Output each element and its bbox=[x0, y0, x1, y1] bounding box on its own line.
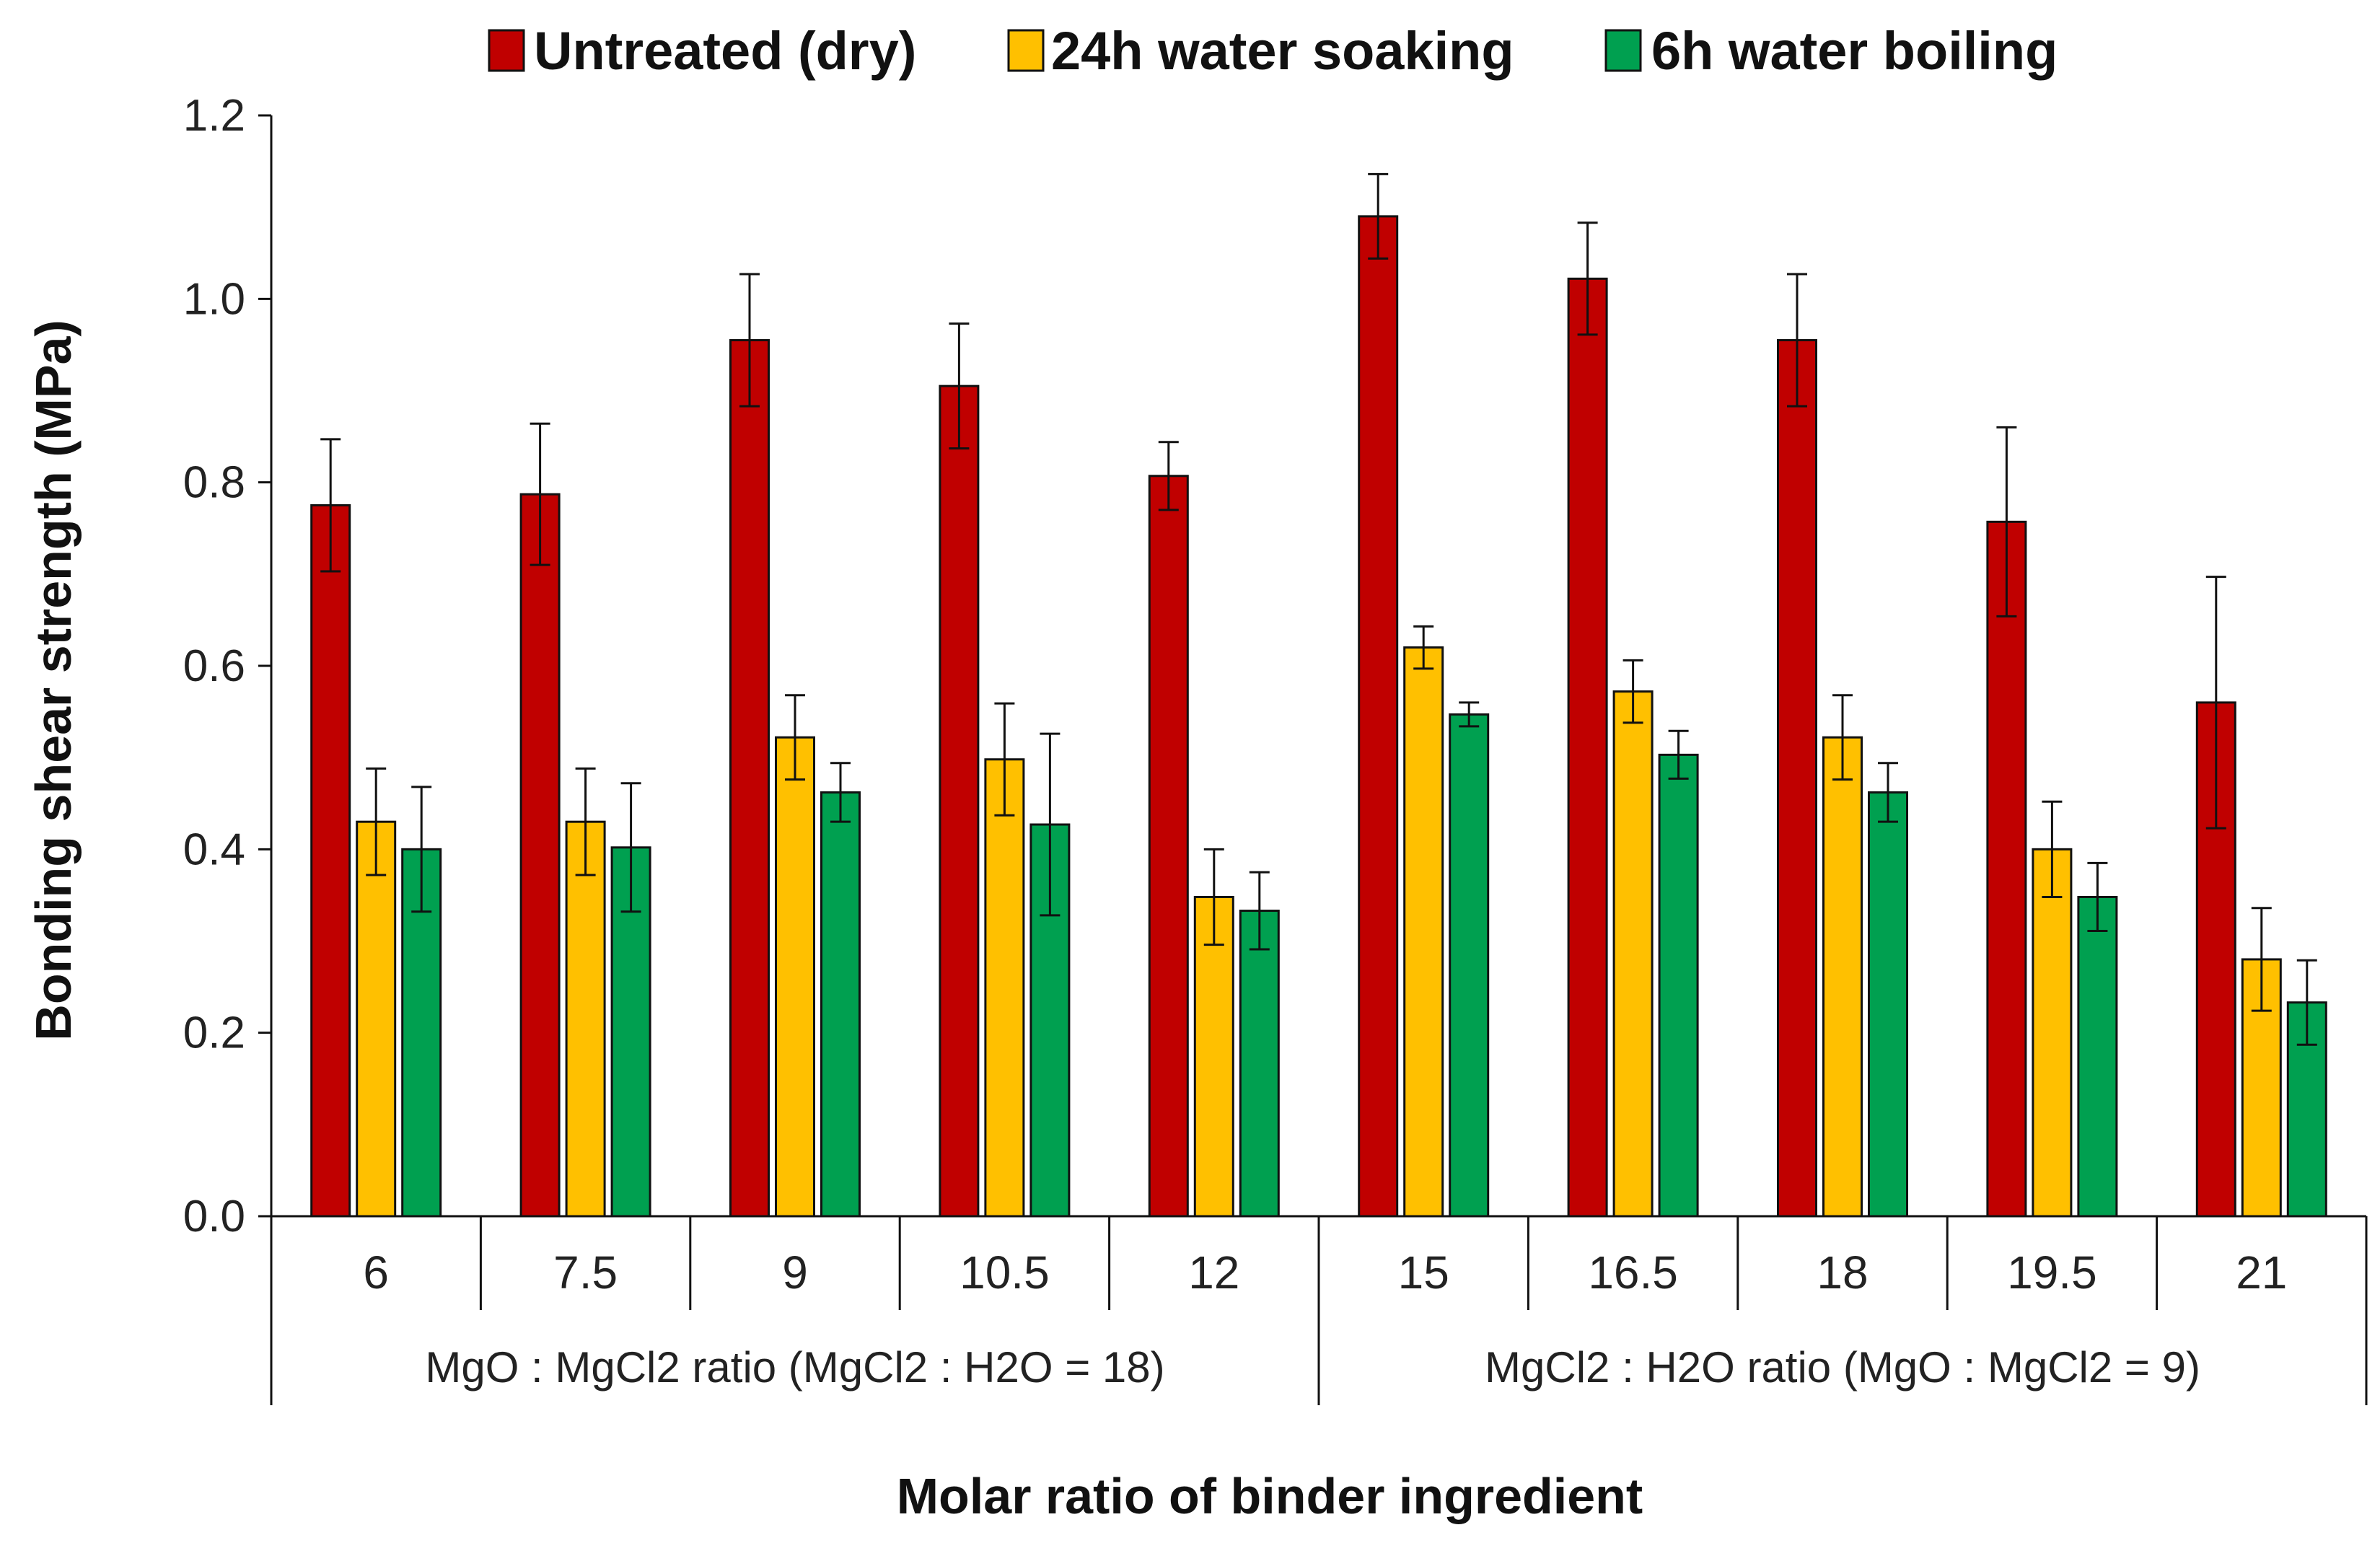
x-axis-labels: 6 7.5 9 10.5 12 15 16.5 18 19.5 21 MgO : MgCl2 rat… bbox=[270, 1216, 2368, 1405]
bar-untreated-dry-9 bbox=[729, 339, 770, 1218]
bar-6h-water-boiling-15 bbox=[1449, 713, 1490, 1218]
error-bar-6h-water-boiling-21 bbox=[2296, 959, 2317, 1046]
y-tick-label: 0.0 bbox=[183, 1192, 245, 1241]
error-bar-untreated-dry-12 bbox=[1158, 441, 1179, 511]
error-bar-untreated-dry-15 bbox=[1368, 172, 1389, 260]
legend-label-boiling: 6h water boiling bbox=[1651, 21, 2058, 81]
error-bar-untreated-dry-16-5 bbox=[1577, 221, 1598, 336]
error-bar-untreated-dry-6 bbox=[320, 438, 341, 573]
error-bar-6h-water-boiling-16-5 bbox=[1668, 729, 1689, 780]
bar-untreated-dry-7-5 bbox=[519, 493, 561, 1218]
x-tick-label-12: 12 bbox=[1188, 1247, 1239, 1298]
error-bar-6h-water-boiling-18 bbox=[1878, 762, 1898, 823]
x-tick-label-6: 6 bbox=[363, 1247, 389, 1298]
bar-untreated-dry-16-5 bbox=[1567, 277, 1608, 1218]
x-tick-label-16-5: 16.5 bbox=[1588, 1247, 1678, 1298]
y-tick-label: 0.8 bbox=[183, 458, 245, 508]
bar-6h-water-boiling-18 bbox=[1868, 791, 1908, 1218]
error-bar-6h-water-boiling-6 bbox=[411, 786, 432, 913]
error-bar-24h-water-soaking-18 bbox=[1832, 694, 1853, 781]
error-bar-untreated-dry-21 bbox=[2205, 576, 2226, 830]
bar-24h-water-soaking-15 bbox=[1403, 646, 1444, 1218]
x-tick-label-10-5: 10.5 bbox=[960, 1247, 1050, 1298]
y-tick-label: 1.0 bbox=[183, 274, 245, 324]
error-bar-untreated-dry-9 bbox=[739, 273, 760, 408]
y-tick-label: 0.4 bbox=[183, 825, 245, 874]
y-tick-label: 0.6 bbox=[183, 641, 245, 691]
bar-6h-water-boiling-12 bbox=[1239, 910, 1280, 1218]
bar-untreated-dry-19-5 bbox=[1986, 520, 2027, 1218]
x-tick-label-21: 21 bbox=[2236, 1247, 2287, 1298]
bars bbox=[310, 215, 2327, 1218]
error-bar-6h-water-boiling-10-5 bbox=[1040, 732, 1061, 917]
x-tick-label-9: 9 bbox=[782, 1247, 808, 1298]
error-bar-24h-water-soaking-16-5 bbox=[1622, 659, 1643, 724]
bar-untreated-dry-18 bbox=[1777, 339, 1817, 1218]
error-bar-untreated-dry-10-5 bbox=[949, 322, 970, 450]
bar-untreated-dry-6 bbox=[310, 504, 351, 1218]
error-bar-untreated-dry-19-5 bbox=[1996, 426, 2017, 617]
error-bar-24h-water-soaking-19-5 bbox=[2042, 800, 2063, 898]
bar-24h-water-soaking-16-5 bbox=[1612, 690, 1654, 1218]
bar-24h-water-soaking-19-5 bbox=[2032, 848, 2073, 1218]
legend-label-untreated: Untreated (dry) bbox=[534, 21, 916, 81]
bar-24h-water-soaking-18 bbox=[1822, 736, 1863, 1218]
error-bar-6h-water-boiling-19-5 bbox=[2087, 861, 2108, 933]
legend: Untreated (dry) 24h water soaking 6h wat… bbox=[488, 21, 2058, 81]
y-axis-title: Bonding shear strength (MPa) bbox=[25, 320, 82, 1040]
legend-swatch-soaking bbox=[1007, 29, 1045, 72]
x-tick-label-7-5: 7.5 bbox=[553, 1247, 618, 1298]
legend-swatch-boiling bbox=[1604, 29, 1642, 72]
x-group-label-2: MgCl2 : H2O ratio (MgO : MgCl2 = 9) bbox=[1485, 1343, 2200, 1392]
bar-6h-water-boiling-16-5 bbox=[1658, 753, 1699, 1218]
error-bar-6h-water-boiling-9 bbox=[830, 762, 851, 823]
x-tick-label-19-5: 19.5 bbox=[2007, 1247, 2097, 1298]
x-tick-label-18: 18 bbox=[1817, 1247, 1868, 1298]
bar-24h-water-soaking-6 bbox=[356, 820, 397, 1218]
legend-label-soaking: 24h water soaking bbox=[1051, 21, 1514, 81]
y-tick-label: 1.2 bbox=[183, 91, 245, 141]
error-bar-24h-water-soaking-10-5 bbox=[994, 702, 1015, 817]
error-bar-6h-water-boiling-12 bbox=[1249, 871, 1270, 951]
error-bar-24h-water-soaking-12 bbox=[1203, 848, 1224, 946]
bar-6h-water-boiling-19-5 bbox=[2077, 895, 2118, 1218]
y-tick-label: 0.2 bbox=[183, 1008, 245, 1058]
x-group-label-1: MgO : MgCl2 ratio (MgCl2 : H2O = 18) bbox=[425, 1343, 1164, 1392]
error-bar-6h-water-boiling-15 bbox=[1459, 701, 1480, 728]
error-bar-24h-water-soaking-6 bbox=[366, 767, 387, 876]
error-bar-24h-water-soaking-15 bbox=[1413, 625, 1434, 670]
error-bar-24h-water-soaking-9 bbox=[785, 694, 805, 781]
error-bar-6h-water-boiling-7-5 bbox=[620, 782, 641, 913]
error-bar-24h-water-soaking-21 bbox=[2251, 907, 2272, 1012]
bar-24h-water-soaking-10-5 bbox=[984, 758, 1025, 1218]
bar-untreated-dry-12 bbox=[1148, 475, 1189, 1218]
bar-24h-water-soaking-7-5 bbox=[565, 820, 606, 1218]
error-bar-untreated-dry-7-5 bbox=[530, 422, 550, 566]
bar-6h-water-boiling-9 bbox=[820, 791, 861, 1218]
legend-swatch-untreated bbox=[488, 29, 525, 72]
error-bar-24h-water-soaking-7-5 bbox=[575, 767, 596, 876]
bar-untreated-dry-10-5 bbox=[939, 384, 980, 1218]
bar-untreated-dry-15 bbox=[1358, 215, 1399, 1218]
bar-6h-water-boiling-21 bbox=[2286, 1001, 2327, 1218]
y-axis-ticks: 0.0 0.2 0.4 0.6 0.8 1.0 1.2 bbox=[183, 91, 271, 1241]
x-tick-label-15: 15 bbox=[1398, 1247, 1449, 1298]
error-bar-untreated-dry-18 bbox=[1787, 273, 1807, 408]
error-bars bbox=[320, 172, 2317, 1046]
x-axis-title: Molar ratio of binder ingredient bbox=[897, 1468, 1643, 1524]
bar-24h-water-soaking-9 bbox=[775, 736, 815, 1218]
